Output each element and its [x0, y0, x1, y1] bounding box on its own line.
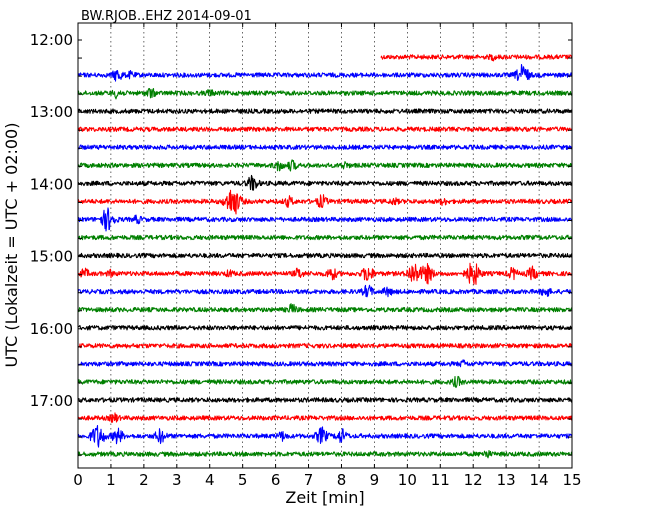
- x-tick-label: 3: [172, 471, 182, 489]
- x-tick-label: 11: [431, 471, 450, 489]
- trace-1645: [77, 375, 573, 389]
- x-axis-label: Zeit [min]: [285, 488, 364, 507]
- x-tick-label: 14: [530, 471, 549, 489]
- trace-1445: [77, 234, 573, 241]
- y-tick-label: 12:00: [30, 31, 73, 49]
- trace-1600: [77, 325, 573, 331]
- plot-background: [78, 23, 572, 468]
- trace-1615: [77, 343, 573, 349]
- x-tick-label: 15: [562, 471, 581, 489]
- y-tick-label: 16:00: [30, 320, 73, 338]
- x-tick-label: 1: [106, 471, 116, 489]
- trace-1745: [77, 450, 573, 459]
- trace-1415: [77, 189, 573, 215]
- trace-1730: [77, 424, 573, 448]
- y-axis-label: UTC (Lokalzeit = UTC + 02:00): [2, 123, 21, 368]
- x-tick-label: 8: [337, 471, 347, 489]
- trace-1515: [77, 262, 573, 285]
- x-tick-label: 9: [370, 471, 380, 489]
- x-tick-label: 5: [238, 471, 248, 489]
- trace-1345: [77, 159, 573, 172]
- x-tick-label: 6: [271, 471, 281, 489]
- y-tick-label: 13:00: [30, 103, 73, 121]
- trace-1430: [77, 207, 573, 232]
- trace-1500: [77, 252, 573, 259]
- trace-1630: [77, 359, 573, 368]
- y-tick-label: 17:00: [30, 392, 73, 410]
- x-tick-label: 2: [139, 471, 149, 489]
- x-tick-label: 7: [304, 471, 314, 489]
- trace-1530: [77, 284, 573, 298]
- plot-frame: [77, 22, 573, 469]
- trace-1330: [77, 144, 573, 150]
- x-tick-label: 4: [205, 471, 215, 489]
- chart-title: BW.RJOB..EHZ 2014-09-01: [81, 9, 252, 24]
- axis-layer: 0 1 2 3 4 5 6 7 8 9 10 11 12 13 14 1512:0013:0014:0015:…: [30, 23, 582, 489]
- trace-1315: [77, 126, 573, 132]
- trace-1215: [380, 53, 573, 62]
- trace-1545: [77, 303, 573, 313]
- y-tick-label: 15:00: [30, 248, 73, 266]
- y-tick-label: 14:00: [30, 175, 73, 193]
- trace-layer: [77, 53, 573, 459]
- trace-1400: [77, 174, 573, 191]
- trace-1230: [77, 63, 573, 82]
- trace-1700: [77, 397, 573, 403]
- x-tick-label: 10: [398, 471, 417, 489]
- x-tick-label: 13: [497, 471, 516, 489]
- x-tick-label: 12: [464, 471, 483, 489]
- trace-1245: [77, 87, 573, 100]
- trace-1715: [77, 412, 573, 423]
- x-tick-label: 0: [73, 471, 83, 489]
- trace-1300: [77, 108, 573, 114]
